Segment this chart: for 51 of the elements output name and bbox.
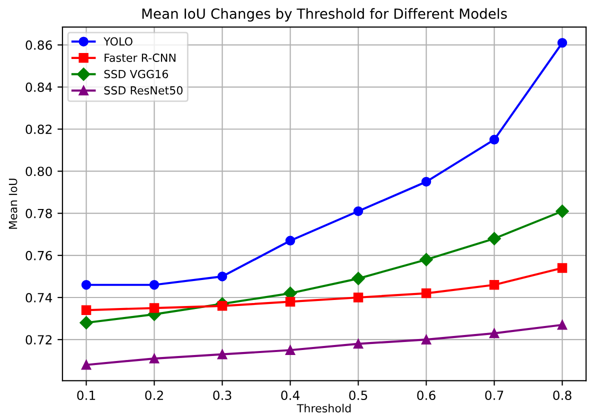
point [149,280,160,290]
point [149,303,160,313]
x-axis-title: Threshold [296,404,351,412]
point [81,360,92,370]
point [421,334,432,344]
point [149,354,160,364]
x-tick-label: 0.5 [349,390,368,400]
y-tick-label: 0.76 [26,250,52,260]
point [81,280,92,290]
y-tick-label: 0.80 [26,166,52,176]
point [556,204,569,218]
legend-label: YOLO [104,37,132,46]
point [81,305,92,315]
point [353,292,364,302]
point [557,38,568,48]
x-tick-label: 0.4 [281,390,300,400]
legend-label: SSD VGG16 [104,70,168,78]
point [285,345,296,355]
legend-label: SSD ResNet50 [104,86,183,95]
y-tick-label: 0.72 [26,335,52,345]
point [353,206,364,216]
point [489,328,500,338]
y-tick-label: 0.84 [26,82,52,92]
chart-title: Mean IoU Changes by Threshold for Different Models [142,8,507,22]
x-tick-label: 0.7 [485,390,504,400]
x-tick-label: 0.3 [213,390,232,400]
point [80,316,93,330]
point [420,253,433,266]
x-tick-label: 0.6 [417,390,436,400]
point [285,236,296,246]
y-tick-label: 0.86 [26,40,52,50]
x-tick-label: 0.2 [145,390,163,400]
point [421,288,432,298]
point [488,232,501,246]
point [217,349,228,360]
point [489,280,500,290]
y-tick-label: 0.74 [26,292,52,302]
x-tick-label: 0.1 [77,390,96,400]
point [353,338,364,349]
point [557,320,568,330]
y-tick-label: 0.82 [26,124,52,134]
y-tick-label: 0.78 [26,208,52,218]
point [557,263,568,273]
point [489,134,500,145]
point [352,272,365,286]
legend-label: Faster R-CNN [104,54,176,62]
x-tick-label: 0.8 [553,390,572,400]
point [421,176,432,187]
point [285,296,296,307]
y-axis-title: Mean IoU [8,178,18,229]
point [217,272,228,282]
